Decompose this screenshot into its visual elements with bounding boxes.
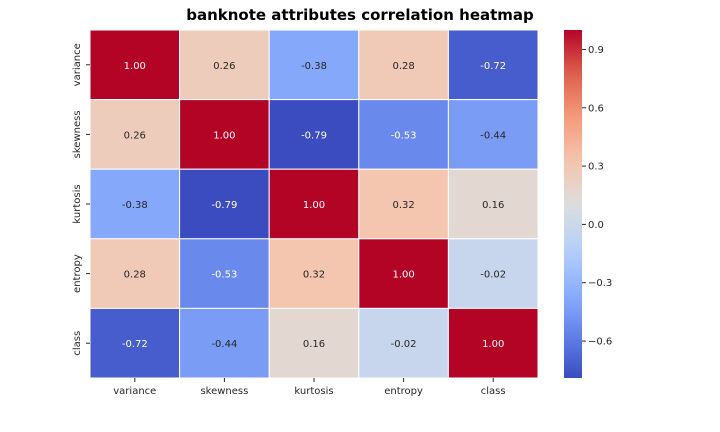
cell-value-label: 0.16 [303, 339, 325, 350]
colorbar-tick-label: −0.6 [588, 337, 612, 348]
heatmap-cell [268, 29, 360, 101]
colorbar-tick-label: 0.0 [588, 220, 604, 231]
y-tick-label: skewness [72, 110, 83, 158]
cell-value-label: 0.16 [482, 200, 504, 211]
x-tick-label: variance [113, 386, 156, 397]
cell-value-label: -0.44 [480, 130, 506, 141]
x-axis-ticks: variance skewness kurtosis entropy class [113, 378, 506, 397]
heatmap-cell [447, 307, 539, 379]
x-tick-label: class [481, 386, 506, 397]
cell-value-label: 1.00 [124, 61, 146, 72]
colorbar-tick-label: 0.6 [588, 103, 604, 114]
cell-value-label: -0.38 [122, 200, 148, 211]
colorbar-tick-label: 0.9 [588, 45, 604, 56]
cell-value-label: -0.79 [211, 200, 237, 211]
colorbar-tick-label: −0.3 [588, 278, 612, 289]
heatmap-cell [89, 99, 181, 170]
chart-title: banknote attributes correlation heatmap [186, 6, 534, 24]
y-tick-label: entropy [72, 254, 83, 293]
x-tick-label: entropy [384, 386, 423, 397]
colorbar: 0.9 0.6 0.3 0.0 −0.3 −0.6 [564, 30, 612, 378]
heatmap-cell [447, 168, 539, 240]
x-tick-label: kurtosis [294, 386, 333, 397]
heatmap-cell [179, 238, 270, 309]
cell-value-label: 1.00 [303, 200, 325, 211]
heatmap-cell [358, 168, 449, 240]
cell-value-label: -0.72 [122, 339, 148, 350]
cell-value-label: 1.00 [213, 130, 235, 141]
heatmap-cell [89, 29, 181, 101]
cell-value-label: -0.79 [301, 130, 327, 141]
cell-value-label: 0.26 [124, 130, 146, 141]
heatmap-cell [447, 99, 539, 170]
cell-value-label: 1.00 [482, 339, 504, 350]
heatmap-cells: 1.00 0.26 -0.38 0.28 -0.72 0.26 1.00 -0.79 -0.53… [89, 29, 539, 379]
heatmap-cell [89, 307, 181, 379]
cell-value-label: -0.72 [480, 61, 506, 72]
x-tick-label: skewness [200, 386, 248, 397]
heatmap-cell [358, 238, 449, 309]
cell-value-label: -0.53 [211, 270, 237, 281]
cell-value-label: -0.02 [480, 270, 506, 281]
colorbar-tick-label: 0.3 [588, 162, 604, 173]
heatmap-cell [447, 29, 539, 101]
cell-value-label: 1.00 [392, 270, 414, 281]
cell-value-label: 0.32 [303, 270, 325, 281]
y-tick-label: kurtosis [72, 184, 83, 223]
heatmap-cell [358, 29, 449, 101]
heatmap-cell [268, 307, 360, 379]
heatmap-cell [268, 168, 360, 240]
cell-value-label: 0.28 [124, 270, 146, 281]
heatmap-cell [268, 99, 360, 170]
y-axis-ticks: variance skewness kurtosis entropy class [72, 43, 90, 356]
cell-value-label: -0.53 [391, 130, 417, 141]
heatmap-cell [179, 168, 270, 240]
cell-value-label: 0.32 [392, 200, 414, 211]
cell-value-label: -0.02 [391, 339, 417, 350]
heatmap-cell [268, 238, 360, 309]
y-tick-label: variance [72, 43, 83, 86]
heatmap-cell [447, 238, 539, 309]
colorbar-gradient [564, 30, 582, 378]
heatmap-cell [179, 307, 270, 379]
heatmap-cell [179, 29, 270, 101]
cell-value-label: 0.26 [213, 61, 235, 72]
cell-value-label: -0.44 [211, 339, 237, 350]
cell-value-label: 0.28 [392, 61, 414, 72]
cell-value-label: -0.38 [301, 61, 327, 72]
y-tick-label: class [72, 331, 83, 356]
